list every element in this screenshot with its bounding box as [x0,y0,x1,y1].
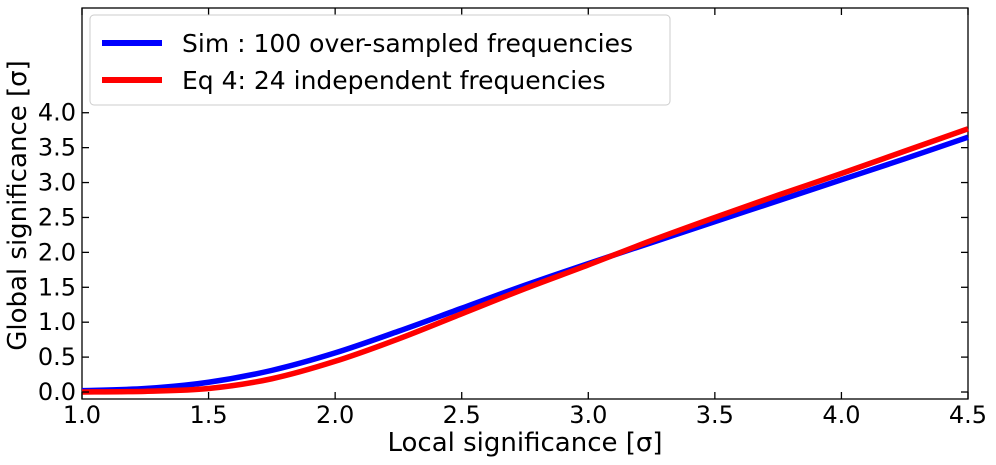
x-tick-label: 2.0 [316,401,354,429]
plot-area [81,7,969,400]
y-tick-label: 0.5 [38,343,76,371]
y-tick-label: 2.0 [38,238,76,266]
legend-entry-sim: Sim : 100 over-sampled frequencies [182,29,633,58]
legend: Sim : 100 over-sampled frequencies Eq 4:… [89,14,671,106]
x-tick-label: 4.0 [822,401,860,429]
y-tick-label: 3.0 [38,169,76,197]
y-tick-label: 1.0 [38,308,76,336]
y-axis-ticks: 0.0 0.5 1.0 1.5 2.0 2.5 3.0 3.5 4.0 [38,99,968,406]
series-line-0 [81,134,969,394]
y-tick-label: 4.0 [38,99,76,127]
x-tick-label: 3.5 [696,401,734,429]
series-layer [81,126,969,395]
x-tick-label: 2.5 [443,401,481,429]
series-line-1 [81,126,969,395]
x-tick-label: 1.0 [63,401,101,429]
x-tick-label: 4.5 [949,401,987,429]
plot-frame [81,7,969,400]
x-tick-label: 3.0 [569,401,607,429]
x-axis-ticks: 1.0 1.5 2.0 2.5 3.0 3.5 4.0 4.5 [63,8,987,429]
y-tick-label: 1.5 [38,273,76,301]
y-tick-label: 0.0 [38,378,76,406]
legend-entry-eq4: Eq 4: 24 independent frequencies [182,66,606,95]
y-tick-label: 2.5 [38,203,76,231]
y-axis-label: Global significance [σ] [3,60,33,351]
x-axis-label: Local significance [σ] [387,428,662,458]
legend-box [89,14,671,106]
x-tick-label: 1.5 [189,401,227,429]
y-tick-label: 3.5 [38,134,76,162]
